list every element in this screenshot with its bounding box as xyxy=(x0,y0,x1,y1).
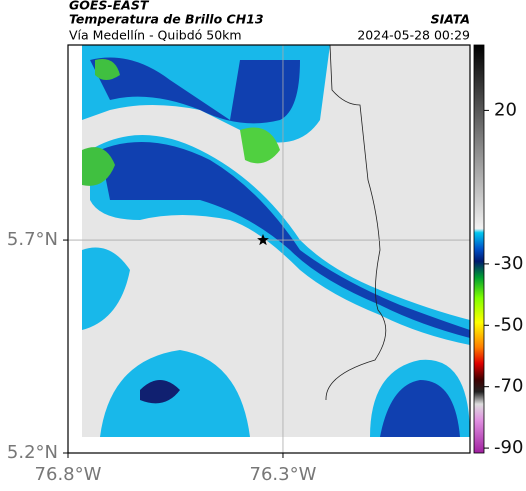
colorbar-tick-label: 20 xyxy=(494,99,517,120)
colorbar xyxy=(473,44,485,454)
cloud xyxy=(82,147,115,186)
plot-frame xyxy=(67,44,471,454)
cloud xyxy=(140,380,180,404)
coastline xyxy=(325,45,387,401)
route: Vía Medellín - Quibdó 50km xyxy=(69,28,242,43)
cloud xyxy=(380,380,460,437)
cloud xyxy=(240,127,280,164)
colorbar-tick-label: -50 xyxy=(494,314,523,335)
colorbar-tick-label: -70 xyxy=(494,376,523,397)
y-tick-label: 5.2°N xyxy=(7,442,58,463)
colorbar-tick-label: -90 xyxy=(494,437,523,458)
location-marker xyxy=(257,234,269,246)
colorbar-tick-label: -30 xyxy=(494,253,523,274)
x-tick-label: 76.3°W xyxy=(250,464,317,485)
cloud xyxy=(82,247,130,330)
y-tick-label: 5.7°N xyxy=(7,229,58,250)
source: SIATA xyxy=(431,12,470,27)
subtitle: Temperatura de Brillo CH13 xyxy=(69,12,264,27)
timestamp: 2024-05-28 00:29 xyxy=(357,28,470,43)
imagery xyxy=(82,45,470,437)
cloud xyxy=(95,59,120,80)
x-tick-label: 76.8°W xyxy=(35,464,102,485)
title: GOES-EAST xyxy=(69,0,150,13)
cloud xyxy=(90,57,300,124)
